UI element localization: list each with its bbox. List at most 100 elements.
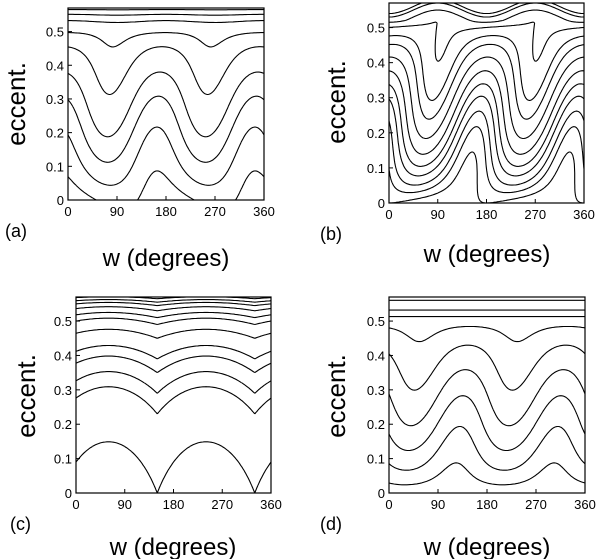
x-tick-label: 270 xyxy=(524,207,546,222)
y-tick-label: 0.4 xyxy=(54,348,72,363)
contour-line xyxy=(75,301,272,307)
contour-line xyxy=(67,170,265,201)
contour-line xyxy=(75,344,272,360)
y-tick-label: 0.3 xyxy=(54,383,72,398)
contour-line xyxy=(388,70,585,155)
y-tick-label: 0.4 xyxy=(46,58,64,73)
contour-line xyxy=(388,151,585,204)
x-tick-label: 90 xyxy=(431,207,445,222)
x-tick-label: 270 xyxy=(525,497,547,512)
contour-line xyxy=(75,311,272,319)
contour-line xyxy=(67,46,265,96)
y-tick-label: 0.2 xyxy=(54,417,72,432)
contour-line xyxy=(75,299,272,303)
y-tick-label: 0.3 xyxy=(46,92,64,107)
plot-frame xyxy=(75,296,272,494)
x-tick-label: 90 xyxy=(118,497,132,512)
y-tick-label: 0 xyxy=(57,193,64,208)
x-tick-label: 0 xyxy=(72,497,79,512)
contour-line xyxy=(75,441,272,494)
x-tick-label: 360 xyxy=(573,207,595,222)
x-tick-label: 0 xyxy=(385,207,392,222)
contour-line xyxy=(388,462,586,486)
contour-line xyxy=(67,95,265,163)
plot-frame xyxy=(67,7,265,201)
y-tick-label: 0.2 xyxy=(46,126,64,141)
panel-c: 0 90 180 270 360 0 0.1 0.2 0.3 0.4 0.5 w (degrees) e… xyxy=(10,296,282,559)
contour-line xyxy=(388,325,586,343)
contour-line xyxy=(388,43,585,120)
contour-line xyxy=(388,83,585,167)
y-axis-title: eccent. xyxy=(321,354,351,438)
y-tick-label: 0.5 xyxy=(54,314,72,329)
panel-a: 0 90 180 270 360 0 0.1 0.2 0.3 0.4 0.5 w (degrees) e… xyxy=(1,7,275,272)
y-tick-label: 0 xyxy=(378,196,385,211)
x-tick-label: 180 xyxy=(476,207,498,222)
x-tick-label: 270 xyxy=(211,497,233,512)
contour-line xyxy=(388,126,585,194)
y-tick-label: 0.1 xyxy=(46,159,64,174)
x-tick-label: 180 xyxy=(155,204,177,219)
x-tick-label: 360 xyxy=(574,497,596,512)
x-axis-title: w (degrees) xyxy=(109,534,237,559)
contour-line xyxy=(389,56,585,140)
contour-line xyxy=(388,35,585,101)
y-tick-label: 0.2 xyxy=(367,417,385,432)
y-tick-label: 0.1 xyxy=(367,161,385,176)
contour-line xyxy=(75,306,272,312)
contour-line xyxy=(68,20,264,24)
contour-line xyxy=(388,425,586,471)
x-tick-label: 180 xyxy=(476,497,498,512)
x-axis-title: w (degrees) xyxy=(102,245,230,272)
contour-line xyxy=(67,71,265,138)
contour-line xyxy=(75,355,272,374)
x-tick-label: 0 xyxy=(385,497,392,512)
contour-lines xyxy=(67,9,265,201)
contour-line xyxy=(388,95,585,177)
contour-lines xyxy=(388,299,586,486)
y-tick-label: 0 xyxy=(65,486,72,501)
contour-line xyxy=(388,9,584,23)
contour-line xyxy=(75,371,272,394)
y-axis-title: eccent. xyxy=(321,60,351,144)
y-axis-title: eccent. xyxy=(1,62,31,146)
contour-line xyxy=(75,317,272,326)
y-tick-label: 0.3 xyxy=(367,383,385,398)
contour-lines xyxy=(75,296,272,494)
panel-label: (a) xyxy=(5,221,27,241)
y-tick-label: 0.5 xyxy=(367,21,385,36)
contour-line xyxy=(75,386,272,415)
x-tick-label: 90 xyxy=(110,204,124,219)
contour-line xyxy=(388,21,585,62)
panel-label: (b) xyxy=(320,224,342,244)
panel-label: (d) xyxy=(320,514,342,534)
y-tick-label: 0.2 xyxy=(367,126,385,141)
contour-line xyxy=(67,126,265,186)
x-tick-label: 270 xyxy=(204,204,226,219)
y-tick-label: 0.4 xyxy=(367,348,385,363)
y-tick-label: 0 xyxy=(378,486,385,501)
contour-line xyxy=(389,2,584,18)
x-tick-label: 180 xyxy=(163,497,185,512)
contour-line xyxy=(388,110,585,186)
y-tick-label: 0.1 xyxy=(367,452,385,467)
x-tick-label: 360 xyxy=(260,497,282,512)
panel-label: (c) xyxy=(10,514,31,534)
y-tick-label: 0.1 xyxy=(54,452,72,467)
contour-line xyxy=(68,32,264,48)
y-axis-title: eccent. xyxy=(11,354,41,438)
contour-line xyxy=(389,2,584,15)
y-tick-label: 0.5 xyxy=(46,25,64,40)
x-tick-label: 90 xyxy=(431,497,445,512)
panel-d: 0 90 180 270 360 0 0.1 0.2 0.3 0.4 0.5 w (degrees) e… xyxy=(320,296,596,559)
contour-line xyxy=(68,13,264,16)
panel-b: 0 90 180 270 360 0 0.1 0.2 0.3 0.4 0.5 w (degrees) e… xyxy=(320,2,595,268)
y-tick-label: 0.4 xyxy=(367,56,385,71)
x-axis-title: w (degrees) xyxy=(423,534,551,559)
contour-line xyxy=(388,395,586,452)
x-tick-label: 360 xyxy=(253,204,275,219)
x-axis-title: w (degrees) xyxy=(423,241,551,268)
contour-line xyxy=(75,328,272,339)
contour-line xyxy=(388,344,586,391)
